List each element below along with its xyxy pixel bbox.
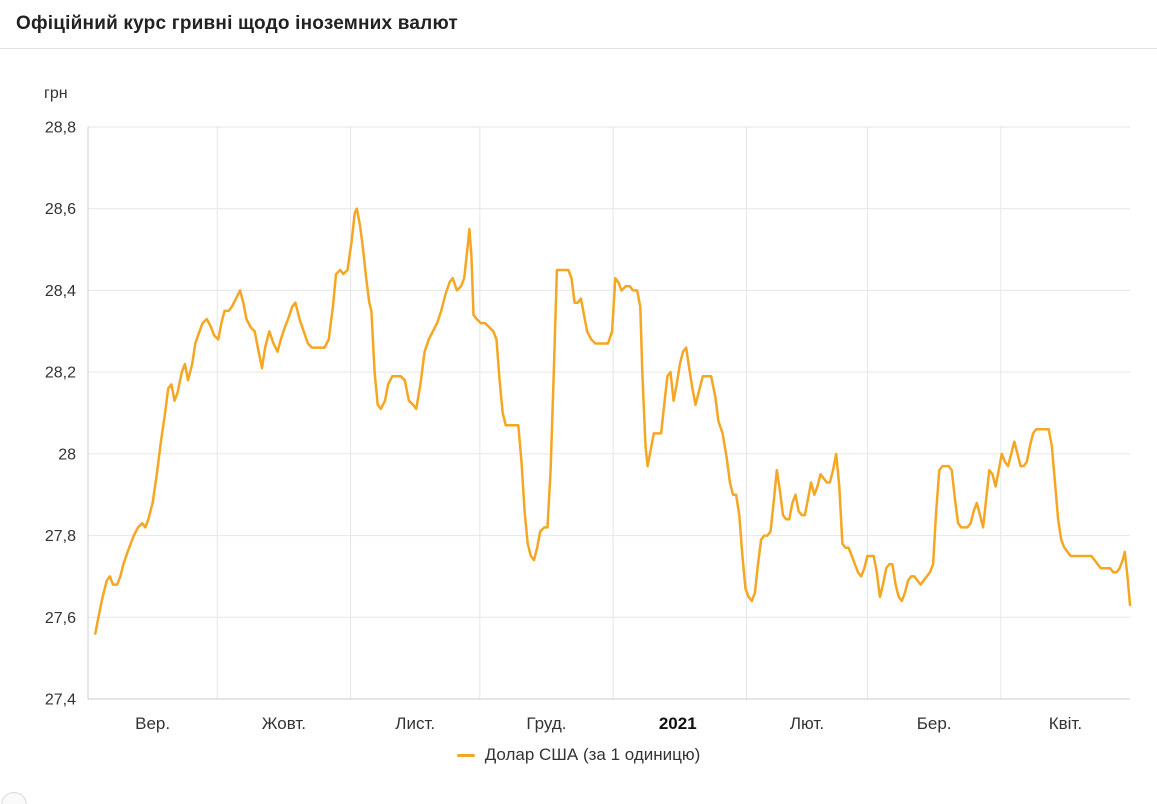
- y-tick-label: 27,6: [45, 610, 76, 627]
- usd-rate-line[interactable]: [94, 207, 1132, 635]
- legend-line-swatch: [456, 753, 475, 757]
- x-tick-label: Вер.: [135, 714, 170, 733]
- y-tick-label: 28,2: [45, 365, 76, 382]
- x-tick-label: Жовт.: [262, 714, 306, 733]
- exchange-rate-line-chart[interactable]: 28,8 28,6 28,4 28,2 28 27,8 27,6 27,4 Вер. Жовт. Л…: [0, 49, 1157, 739]
- chart-legend[interactable]: Долар США (за 1 одиницю): [0, 745, 1157, 765]
- y-tick-label: 27,4: [45, 692, 76, 709]
- chart-area: грн 28,8 28,6 28,4 28,2 28 27,8 27,6 27,4 Вер. Жо…: [0, 49, 1157, 765]
- watermark-circle: [1, 792, 27, 804]
- x-tick-label: Бер.: [917, 714, 952, 733]
- x-tick-label: 2021: [659, 714, 697, 733]
- y-tick-label: 28,8: [45, 120, 76, 137]
- x-tick-label: Груд.: [526, 714, 566, 733]
- y-tick-label: 28,6: [45, 201, 76, 218]
- page-title: Офіційний курс гривні щодо іноземних вал…: [16, 13, 458, 34]
- y-tick-label: 27,8: [45, 528, 76, 545]
- legend-label: Долар США (за 1 одиницю): [484, 745, 701, 764]
- x-tick-label: Лют.: [790, 714, 824, 733]
- y-axis-unit-label: грн: [44, 85, 68, 102]
- y-tick-label: 28,4: [45, 283, 76, 300]
- x-tick-label: Лист.: [395, 714, 435, 733]
- page-header: Офіційний курс гривні щодо іноземних вал…: [0, 0, 1157, 49]
- x-tick-label: Квіт.: [1049, 714, 1082, 733]
- y-tick-label: 28: [58, 446, 76, 463]
